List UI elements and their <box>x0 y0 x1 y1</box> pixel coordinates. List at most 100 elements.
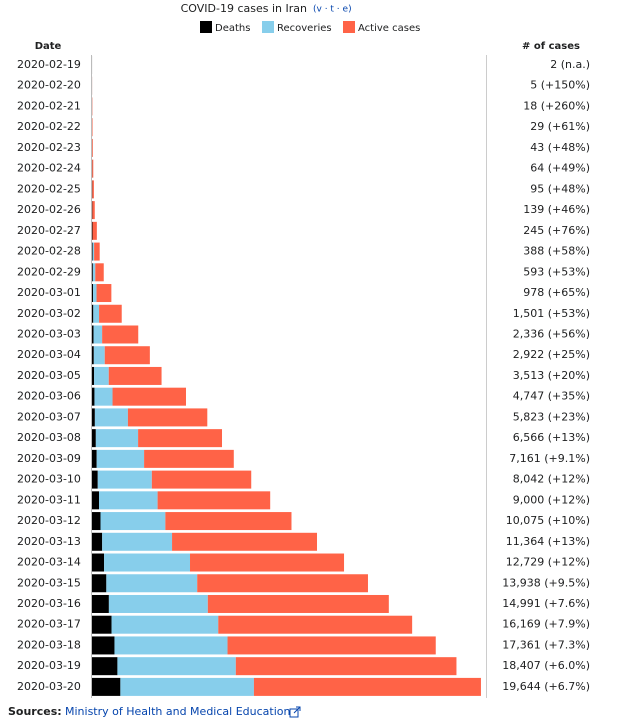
y-tick-label: 2020-03-02 <box>17 307 81 320</box>
case-label: 14,991 (+7.6%) <box>502 597 590 610</box>
date-header: Date <box>35 41 62 52</box>
bar-segment <box>165 512 292 531</box>
bar-segment <box>114 636 228 655</box>
bar-segment <box>99 304 122 323</box>
bar-segment <box>92 263 93 282</box>
y-tick-label: 2020-02-24 <box>17 162 81 175</box>
y-tick-label: 2020-02-26 <box>17 203 81 216</box>
y-tick-label: 2020-03-07 <box>17 410 81 423</box>
bar-segment <box>92 636 115 655</box>
bar-segment <box>104 553 191 572</box>
legend-label: Active cases <box>358 23 420 34</box>
sources-label: Sources: <box>8 705 62 718</box>
y-tick-label: 2020-02-20 <box>17 79 81 92</box>
y-tick-label: 2020-03-09 <box>17 452 81 465</box>
case-label: 593 (+53%) <box>523 265 590 278</box>
bar-segment <box>92 594 109 613</box>
external-link-icon <box>289 706 301 718</box>
bar-segment <box>95 263 104 282</box>
case-label: 11,364 (+13%) <box>506 535 590 548</box>
case-label: 9,000 (+12%) <box>513 493 590 506</box>
y-tick-label: 2020-03-16 <box>17 597 81 610</box>
bar-segment <box>112 387 186 406</box>
bar-segment <box>92 553 105 572</box>
bar-segment <box>93 284 97 303</box>
bar-segment <box>92 263 96 282</box>
case-label: 8,042 (+12%) <box>513 473 590 486</box>
bar-segment <box>99 491 158 510</box>
y-tick-label: 2020-02-23 <box>17 141 81 154</box>
bar-segment <box>92 449 97 468</box>
source-link[interactable]: Ministry of Health and Medical Education <box>65 705 290 718</box>
bar-segment <box>144 449 234 468</box>
bar-segment <box>92 408 95 427</box>
bar-segment <box>172 532 318 551</box>
bar-segment <box>96 449 145 468</box>
nav-links[interactable]: (v · t · e) <box>313 5 352 15</box>
y-tick-label: 2020-03-18 <box>17 638 81 651</box>
legend-label: Recoveries <box>277 23 332 34</box>
bar-segment <box>235 657 457 676</box>
y-tick-label: 2020-03-14 <box>17 556 81 569</box>
bar-segment <box>97 470 152 489</box>
bar-segment <box>92 677 121 696</box>
bar-segment <box>120 677 254 696</box>
case-label: 95 (+48%) <box>530 182 590 195</box>
bar-segment <box>92 325 94 344</box>
bar-segment <box>190 553 345 572</box>
bar-segment <box>92 512 101 531</box>
case-label: 2,336 (+56%) <box>513 327 590 340</box>
case-label: 13,938 (+9.5%) <box>502 576 590 589</box>
legend: Deaths Recoveries Active cases <box>200 21 420 34</box>
bar-segment <box>92 138 93 157</box>
case-label: 388 (+58%) <box>523 245 590 258</box>
bar-segment <box>253 677 481 696</box>
y-tick-label: 2020-03-03 <box>17 327 81 340</box>
bar-segment <box>93 304 100 323</box>
bar-segment <box>111 615 219 634</box>
case-label: 5,823 (+23%) <box>513 410 590 423</box>
y-tick-label: 2020-03-10 <box>17 473 81 486</box>
bar-segment <box>92 284 94 303</box>
bar-segment <box>94 242 100 261</box>
y-tick-label: 2020-02-29 <box>17 265 81 278</box>
bar-segment <box>92 532 103 551</box>
bar-segment <box>92 201 95 220</box>
bar-segment <box>92 159 94 178</box>
case-label: 4,747 (+35%) <box>513 390 590 403</box>
y-tick-label: 2020-03-11 <box>17 493 81 506</box>
bar-segment <box>94 387 113 406</box>
y-tick-label: 2020-03-04 <box>17 348 81 361</box>
case-label: 5 (+150%) <box>530 79 590 92</box>
legend-label: Deaths <box>215 23 250 34</box>
case-label: 7,161 (+9.1%) <box>509 452 590 465</box>
bar-segment <box>92 242 95 261</box>
case-label: 17,361 (+7.3%) <box>502 638 590 651</box>
y-tick-label: 2020-03-05 <box>17 369 81 382</box>
case-label: 139 (+46%) <box>523 203 590 216</box>
y-tick-label: 2020-03-19 <box>17 659 81 672</box>
bar-segment <box>92 180 94 199</box>
bar-segment <box>92 491 100 510</box>
bar-segment <box>92 574 107 593</box>
case-label: 29 (+61%) <box>530 120 590 133</box>
bar-segment <box>117 657 236 676</box>
case-label: 245 (+76%) <box>523 224 590 237</box>
bar-segment <box>227 636 436 655</box>
case-label: 6,566 (+13%) <box>513 431 590 444</box>
bar-segment <box>138 429 223 448</box>
bar-segment <box>94 366 109 385</box>
case-label: 3,513 (+20%) <box>513 369 590 382</box>
case-label: 2,922 (+25%) <box>513 348 590 361</box>
case-label: 10,075 (+10%) <box>506 514 590 527</box>
case-label: 19,644 (+6.7%) <box>502 680 590 693</box>
bar-segment <box>92 366 95 385</box>
bar-segment <box>92 346 94 365</box>
bar-segment <box>104 346 150 365</box>
bar-segment <box>197 574 368 593</box>
case-label: 12,729 (+12%) <box>506 556 590 569</box>
case-label: 16,169 (+7.9%) <box>502 618 590 631</box>
bar-segment <box>207 594 389 613</box>
